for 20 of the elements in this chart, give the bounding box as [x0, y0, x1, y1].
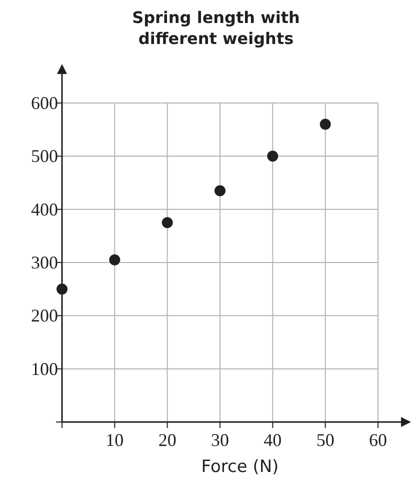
- y-tick-label: 500: [31, 146, 58, 166]
- point: [56, 284, 68, 295]
- point: [214, 185, 226, 196]
- x-tick-label: 50: [316, 430, 334, 450]
- x-axis-title: Force (N): [201, 457, 279, 477]
- chart-title: Spring length with different weights: [132, 8, 300, 48]
- point: [267, 150, 278, 162]
- y-tick-label: 400: [31, 199, 58, 220]
- x-tick-label: 60: [369, 430, 387, 450]
- x-tick-label: 30: [211, 430, 229, 450]
- x-tick-label: 10: [106, 430, 124, 450]
- point: [320, 118, 331, 130]
- point: [162, 217, 173, 228]
- y-tick-label: 600: [31, 93, 58, 113]
- x-tick-label: 40: [264, 430, 282, 450]
- y-tick-label: 300: [31, 252, 58, 272]
- y-tick-label: 100: [31, 358, 58, 379]
- x-tick-label: 20: [158, 430, 176, 450]
- point: [109, 254, 120, 266]
- y-tick-label: 200: [31, 306, 58, 326]
